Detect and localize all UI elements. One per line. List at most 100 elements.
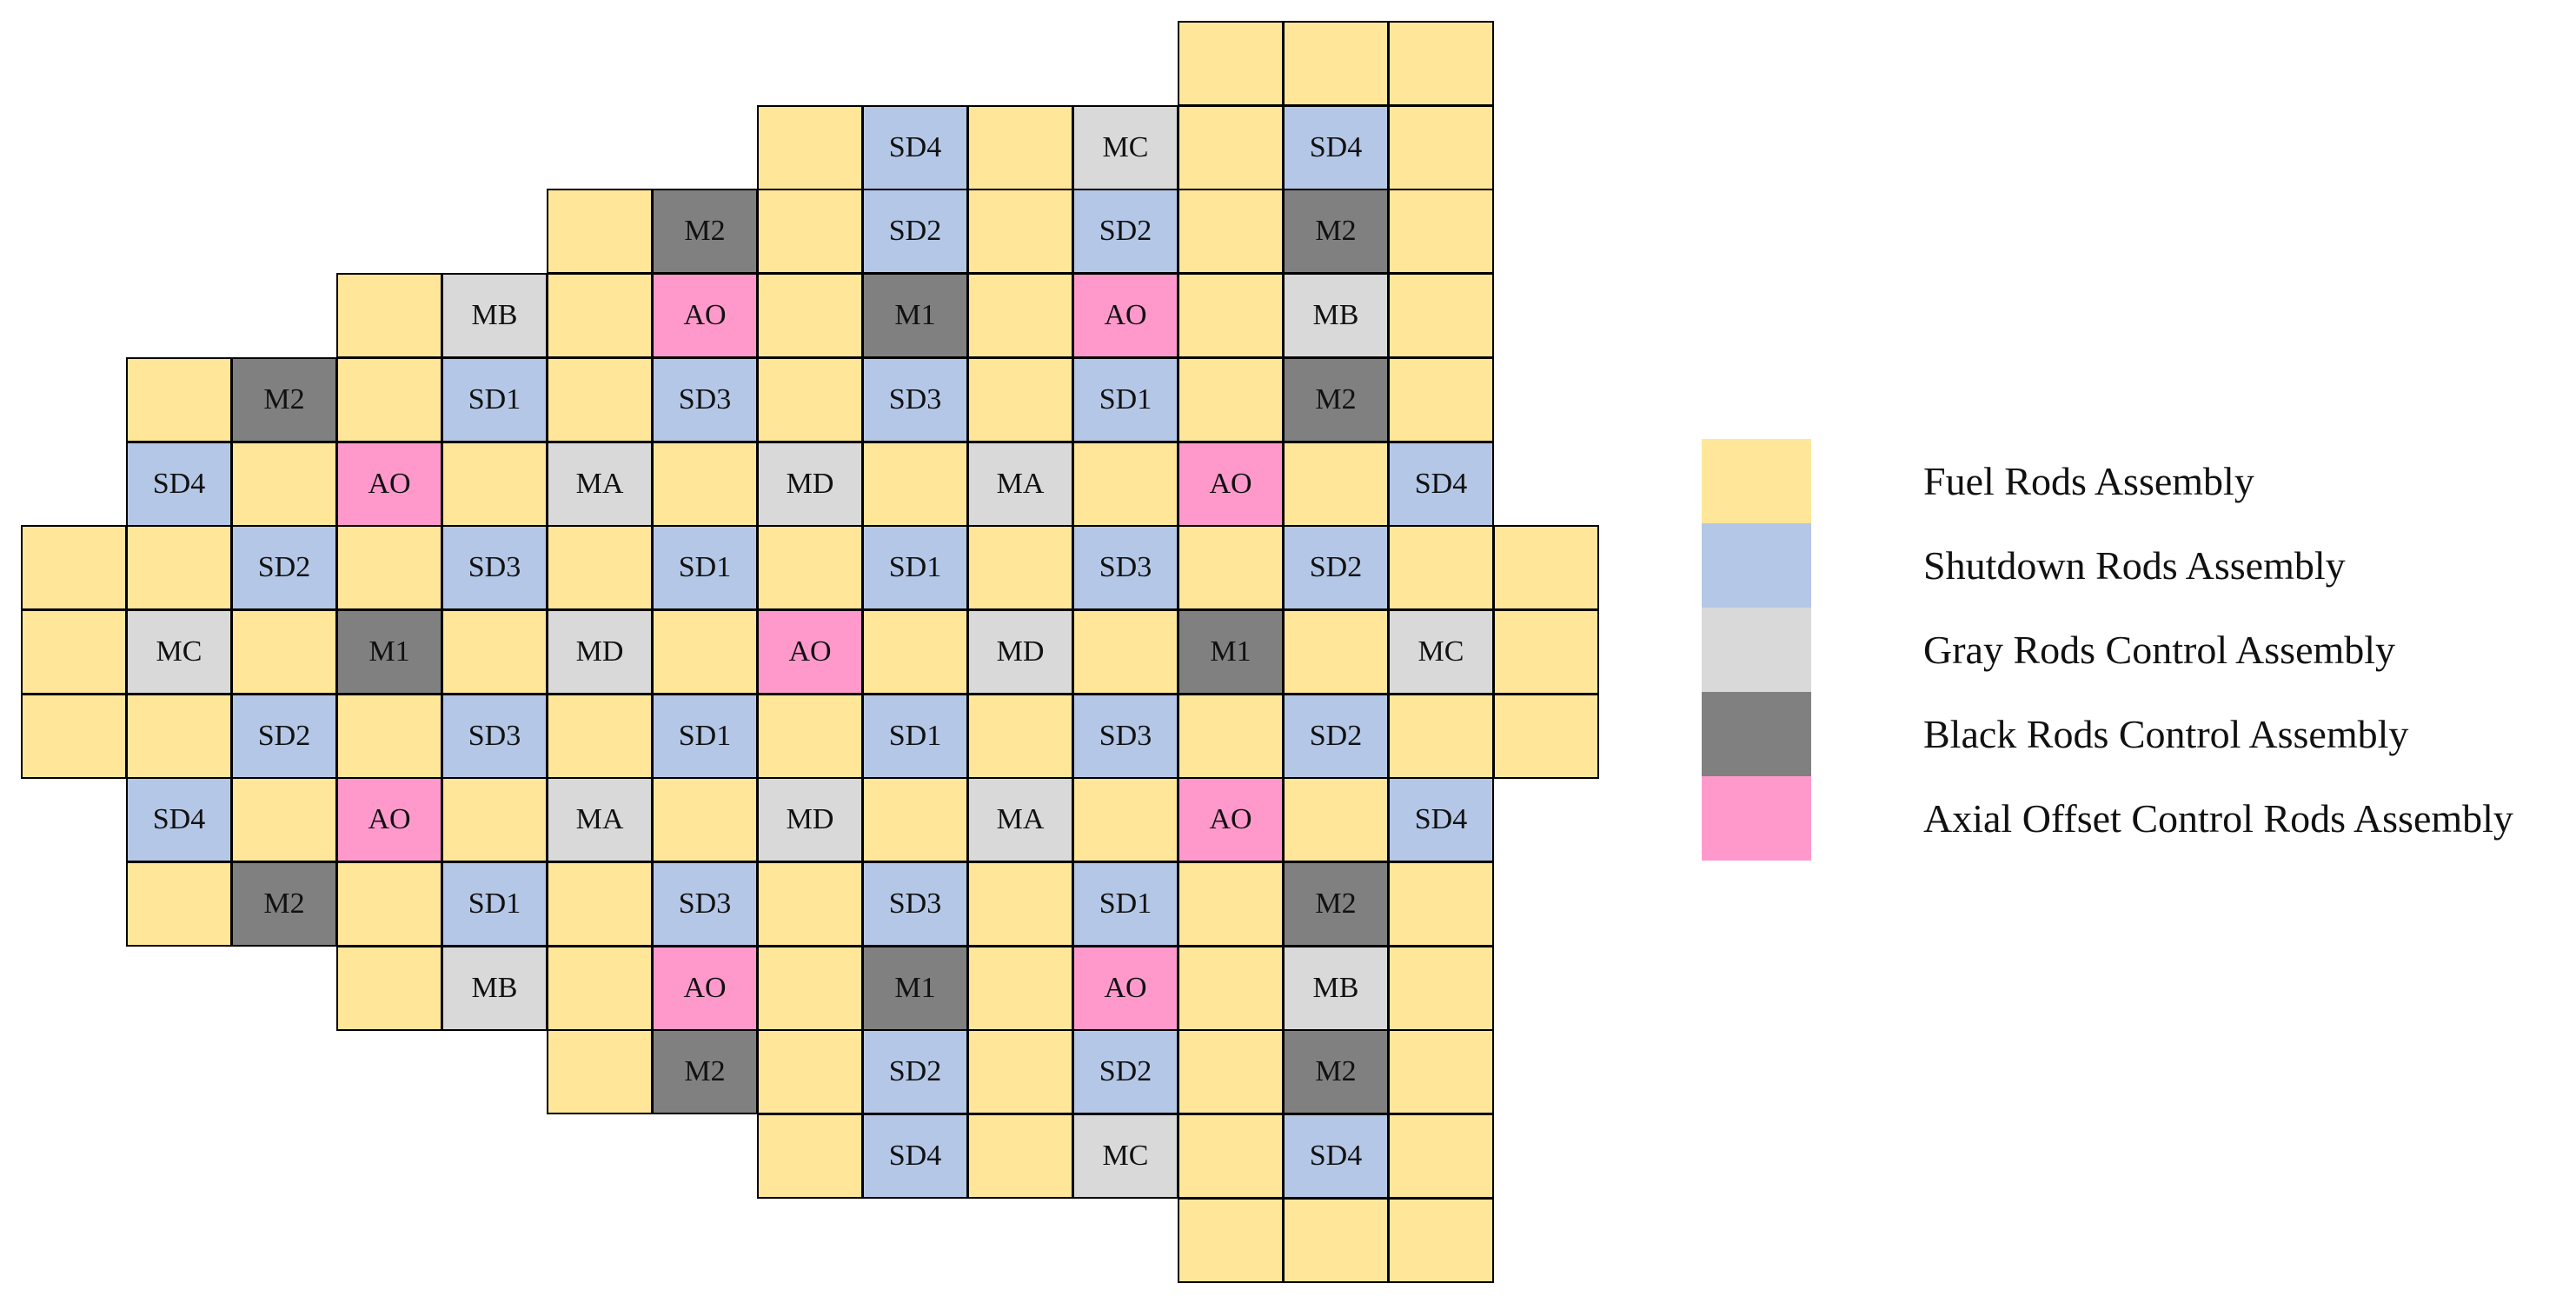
control-assembly-cell-ao: AO [652, 946, 758, 1031]
control-assembly-cell-m2: M2 [652, 1029, 758, 1114]
control-assembly-cell-ma: MA [967, 777, 1073, 862]
fuel-assembly-cell [336, 525, 442, 610]
fuel-assembly-cell [1178, 273, 1284, 358]
control-assembly-cell-sd2: SD2 [231, 525, 337, 610]
fuel-assembly-cell [1388, 861, 1494, 947]
legend-item-axial-offset: Axial Offset Control Rods Assembly [1702, 776, 2571, 861]
control-assembly-cell-sd4: SD4 [1283, 105, 1389, 190]
control-assembly-cell-sd2: SD2 [862, 1029, 968, 1114]
control-assembly-cell-sd1: SD1 [442, 357, 548, 442]
control-assembly-cell-md: MD [757, 442, 863, 527]
control-assembly-cell-md: MD [757, 777, 863, 862]
fuel-assembly-cell [547, 273, 653, 358]
fuel-assembly-cell [1283, 777, 1389, 862]
legend-item-black: Black Rods Control Assembly [1702, 692, 2571, 776]
control-assembly-cell-sd2: SD2 [862, 189, 968, 274]
fuel-assembly-cell [336, 273, 442, 358]
fuel-assembly-cell [1388, 1114, 1494, 1199]
control-assembly-cell-m2: M2 [231, 357, 337, 442]
fuel-assembly-cell [1283, 442, 1389, 527]
control-assembly-cell-sd1: SD1 [862, 525, 968, 610]
fuel-assembly-cell [1388, 525, 1494, 610]
fuel-assembly-cell [1388, 694, 1494, 779]
fuel-assembly-cell [967, 694, 1073, 779]
fuel-assembly-cell [126, 525, 232, 610]
fuel-assembly-cell [1493, 525, 1599, 610]
control-assembly-cell-sd2: SD2 [1072, 189, 1178, 274]
fuel-assembly-cell [442, 442, 548, 527]
fuel-assembly-cell [547, 861, 653, 947]
fuel-assembly-cell [652, 609, 758, 695]
fuel-assembly-cell [1178, 21, 1284, 106]
fuel-assembly-cell [231, 609, 337, 695]
legend-swatch-axial-offset [1702, 776, 1811, 861]
fuel-assembly-cell [547, 1029, 653, 1114]
control-assembly-cell-ao: AO [1178, 777, 1284, 862]
fuel-assembly-cell [967, 525, 1073, 610]
fuel-assembly-cell [336, 694, 442, 779]
fuel-assembly-cell [1178, 1029, 1284, 1114]
fuel-assembly-cell [1178, 357, 1284, 442]
fuel-assembly-cell [967, 1029, 1073, 1114]
fuel-assembly-cell [231, 442, 337, 527]
fuel-assembly-cell [1178, 861, 1284, 947]
legend-label-fuel: Fuel Rods Assembly [1923, 459, 2254, 503]
fuel-assembly-cell [967, 189, 1073, 274]
control-assembly-cell-md: MD [547, 609, 653, 695]
fuel-assembly-cell [862, 442, 968, 527]
control-assembly-cell-sd1: SD1 [442, 861, 548, 947]
control-assembly-cell-ao: AO [1072, 273, 1178, 358]
fuel-assembly-cell [547, 946, 653, 1031]
control-assembly-cell-mb: MB [1283, 273, 1389, 358]
fuel-assembly-cell [1388, 946, 1494, 1031]
control-assembly-cell-ma: MA [967, 442, 1073, 527]
control-assembly-cell-ao: AO [757, 609, 863, 695]
fuel-assembly-cell [1178, 525, 1284, 610]
fuel-assembly-cell [547, 357, 653, 442]
control-assembly-cell-m2: M2 [652, 189, 758, 274]
fuel-assembly-cell [757, 105, 863, 190]
control-assembly-cell-m1: M1 [862, 946, 968, 1031]
control-assembly-cell-mb: MB [442, 273, 548, 358]
control-assembly-cell-mb: MB [442, 946, 548, 1031]
fuel-assembly-cell [1388, 105, 1494, 190]
fuel-assembly-cell [1178, 105, 1284, 190]
fuel-assembly-cell [757, 946, 863, 1031]
control-assembly-cell-sd3: SD3 [442, 525, 548, 610]
control-assembly-cell-m1: M1 [862, 273, 968, 358]
control-assembly-cell-sd1: SD1 [652, 694, 758, 779]
control-assembly-cell-ao: AO [336, 777, 442, 862]
fuel-assembly-cell [967, 861, 1073, 947]
control-assembly-cell-sd2: SD2 [1072, 1029, 1178, 1114]
fuel-assembly-cell [126, 694, 232, 779]
control-assembly-cell-m2: M2 [1283, 357, 1389, 442]
control-assembly-cell-m2: M2 [1283, 1029, 1389, 1114]
fuel-assembly-cell [757, 357, 863, 442]
fuel-assembly-cell [1178, 189, 1284, 274]
fuel-assembly-cell [1072, 777, 1178, 862]
control-assembly-cell-sd2: SD2 [231, 694, 337, 779]
fuel-assembly-cell [547, 525, 653, 610]
fuel-assembly-cell [967, 105, 1073, 190]
legend-swatch-black [1702, 692, 1811, 776]
control-assembly-cell-sd1: SD1 [652, 525, 758, 610]
control-assembly-cell-ma: MA [547, 442, 653, 527]
fuel-assembly-cell [21, 609, 127, 695]
fuel-assembly-cell [757, 525, 863, 610]
control-assembly-cell-sd4: SD4 [862, 1114, 968, 1199]
fuel-assembly-cell [1388, 1198, 1494, 1283]
fuel-assembly-cell [1493, 694, 1599, 779]
control-assembly-cell-m1: M1 [336, 609, 442, 695]
fuel-assembly-cell [442, 609, 548, 695]
control-assembly-cell-sd3: SD3 [652, 861, 758, 947]
fuel-assembly-cell [967, 357, 1073, 442]
control-assembly-cell-sd4: SD4 [126, 777, 232, 862]
fuel-assembly-cell [442, 777, 548, 862]
fuel-assembly-cell [1388, 357, 1494, 442]
legend-swatch-shutdown [1702, 523, 1811, 608]
control-assembly-cell-sd4: SD4 [126, 442, 232, 527]
fuel-assembly-cell [1493, 609, 1599, 695]
legend-item-gray: Gray Rods Control Assembly [1702, 608, 2571, 692]
fuel-assembly-cell [336, 946, 442, 1031]
fuel-assembly-cell [126, 861, 232, 947]
